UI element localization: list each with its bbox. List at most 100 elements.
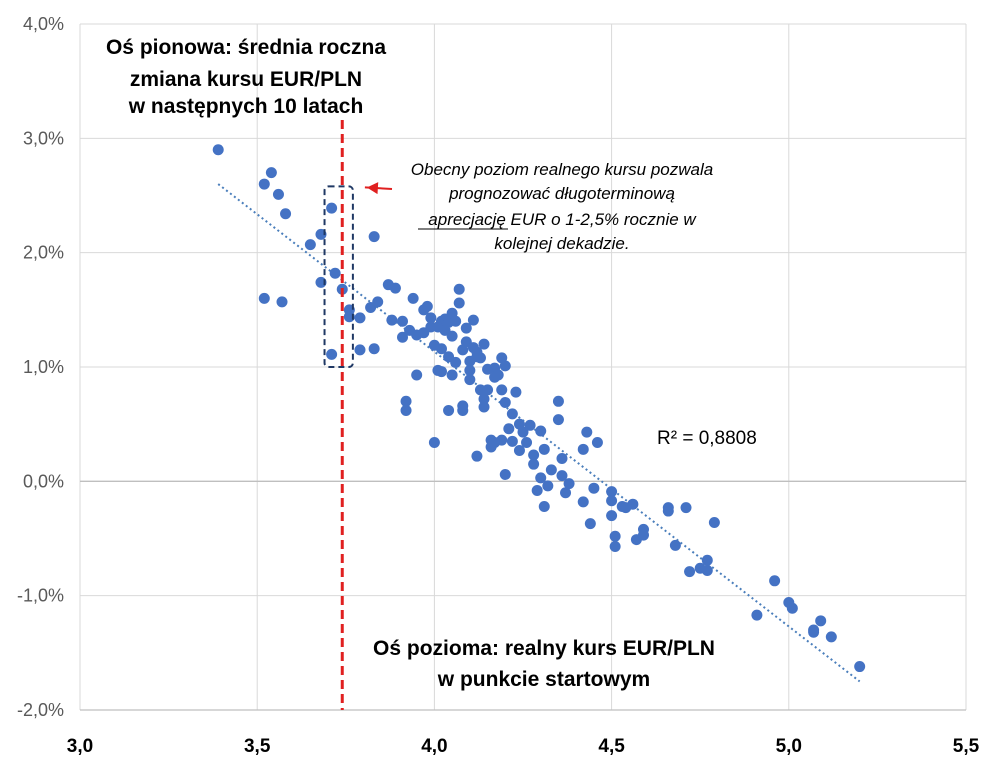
data-point (453, 297, 465, 309)
data-point (471, 450, 483, 462)
data-point (556, 452, 568, 464)
data-point (478, 393, 490, 405)
y-tick-label: 4,0% (23, 14, 64, 34)
data-point (701, 565, 713, 577)
data-point (272, 188, 284, 200)
data-point (212, 144, 224, 156)
data-point (499, 396, 511, 408)
chart-title-line-2: zmiana kursu EUR/PLN (130, 68, 362, 91)
data-point (428, 436, 440, 448)
data-point (450, 356, 462, 368)
data-point (435, 366, 447, 378)
r-squared-label: R² = 0,8808 (657, 428, 757, 449)
chart-title-line-1: Oś pionowa: średnia roczna (106, 36, 386, 59)
data-point (528, 458, 540, 470)
data-point (531, 484, 543, 496)
y-tick-label: 2,0% (23, 243, 64, 263)
data-point (258, 178, 270, 190)
data-point (446, 330, 458, 342)
data-point (397, 331, 409, 343)
data-point (854, 661, 866, 673)
x-axis-title-line-2: w punkcie startowym (437, 668, 650, 691)
data-point (637, 529, 649, 541)
annotation-line-3: aprecjację EUR o 1-2,5% rocznie w (428, 210, 697, 229)
data-point (386, 314, 398, 326)
data-point (421, 300, 433, 312)
data-point (407, 292, 419, 304)
data-point (435, 343, 447, 355)
highlight-box (323, 185, 354, 368)
data-point (354, 344, 366, 356)
data-point (535, 425, 547, 437)
data-point (563, 478, 575, 490)
data-point (808, 624, 820, 636)
data-point (609, 541, 621, 553)
data-point (684, 566, 696, 578)
data-point (496, 434, 508, 446)
data-point (326, 348, 338, 360)
x-tick-labels: 3,0 3,5 4,0 4,5 5,0 5,5 (67, 736, 980, 757)
data-point (329, 267, 341, 279)
data-point (606, 495, 618, 507)
data-point (606, 510, 618, 522)
data-point (680, 502, 692, 514)
grid-lines (79, 23, 967, 711)
data-point (708, 516, 720, 528)
data-point (581, 426, 593, 438)
y-tick-labels: 4,0% 3,0% 2,0% 1,0% 0,0% -1,0% -2,0% (17, 14, 64, 720)
data-point (584, 518, 596, 530)
data-point (499, 468, 511, 480)
data-points (212, 144, 866, 673)
data-point (467, 314, 479, 326)
data-point (304, 239, 316, 251)
data-point (425, 312, 437, 324)
data-point (577, 443, 589, 455)
data-point (368, 231, 380, 243)
data-point (506, 408, 518, 420)
x-tick-label: 3,0 (67, 736, 93, 757)
arrow-head-icon (366, 182, 379, 195)
data-point (669, 539, 681, 551)
data-point (542, 480, 554, 492)
data-point (825, 631, 837, 643)
x-tick-label: 3,5 (244, 736, 271, 757)
data-point (389, 282, 401, 294)
data-point (606, 486, 618, 498)
annotation-line-2: prognozować długoterminową (448, 184, 675, 203)
data-point (701, 554, 713, 566)
data-point (503, 423, 515, 435)
data-point (482, 384, 494, 396)
x-axis-title-line-1: Oś pozioma: realny kurs EUR/PLN (373, 637, 715, 660)
data-point (545, 464, 557, 476)
data-point (280, 208, 292, 220)
data-point (513, 444, 525, 456)
data-point (751, 609, 763, 621)
data-point (560, 487, 572, 499)
y-tick-label: 0,0% (23, 471, 64, 491)
data-point (538, 500, 550, 512)
data-point (627, 498, 639, 510)
data-point (577, 496, 589, 508)
data-point (474, 352, 486, 364)
data-point (535, 472, 547, 484)
data-point (460, 322, 472, 334)
data-point (464, 374, 476, 386)
data-point (354, 312, 366, 324)
x-tick-label: 4,0 (421, 736, 447, 757)
data-point (786, 602, 798, 614)
data-point (517, 426, 529, 438)
data-point (276, 296, 288, 308)
annotation-line-4: kolejnej dekadzie. (494, 234, 629, 253)
data-point (521, 436, 533, 448)
data-point (510, 386, 522, 398)
data-point (588, 482, 600, 494)
data-point (662, 505, 674, 517)
data-point (400, 404, 412, 416)
data-point (411, 369, 423, 381)
annotation-line-1: Obecny poziom realnego kursu pozwala (411, 160, 713, 179)
data-point (609, 530, 621, 542)
data-point (552, 414, 564, 426)
data-point (450, 315, 462, 327)
y-tick-label: 3,0% (23, 128, 64, 148)
